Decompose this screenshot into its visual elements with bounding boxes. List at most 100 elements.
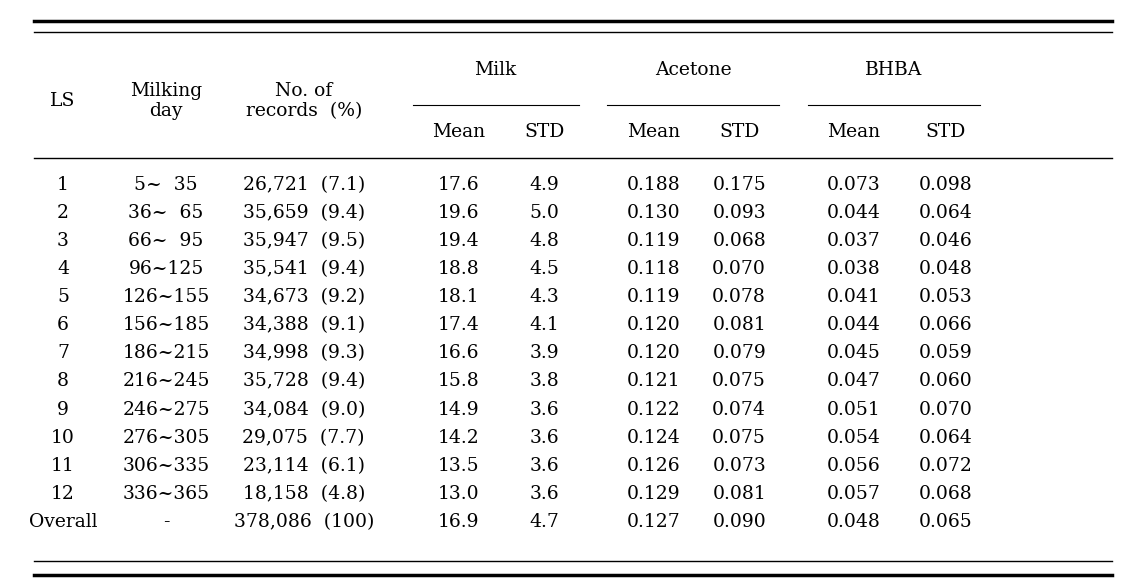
Text: 126~155: 126~155 (123, 288, 210, 306)
Text: 14.2: 14.2 (438, 429, 479, 447)
Text: 9: 9 (57, 401, 69, 418)
Text: 0.098: 0.098 (919, 176, 972, 193)
Text: BHBA: BHBA (865, 62, 923, 79)
Text: 26,721  (7.1): 26,721 (7.1) (243, 176, 364, 193)
Text: 0.119: 0.119 (627, 232, 680, 250)
Text: 17.4: 17.4 (438, 316, 479, 334)
Text: 0.038: 0.038 (827, 260, 880, 278)
Text: 6: 6 (57, 316, 69, 334)
Text: 0.075: 0.075 (712, 429, 767, 447)
Text: 19.4: 19.4 (438, 232, 479, 250)
Text: 13.0: 13.0 (438, 485, 479, 503)
Text: 18.8: 18.8 (438, 260, 479, 278)
Text: STD: STD (524, 123, 565, 141)
Text: 0.126: 0.126 (627, 457, 680, 475)
Text: 0.057: 0.057 (826, 485, 881, 503)
Text: 17.6: 17.6 (438, 176, 479, 193)
Text: 276~305: 276~305 (123, 429, 210, 447)
Text: 35,728  (9.4): 35,728 (9.4) (243, 373, 364, 390)
Text: 34,998  (9.3): 34,998 (9.3) (243, 345, 364, 362)
Text: 0.073: 0.073 (827, 176, 880, 193)
Text: 0.047: 0.047 (826, 373, 881, 390)
Text: 0.046: 0.046 (919, 232, 972, 250)
Text: LS: LS (50, 92, 76, 110)
Text: 0.074: 0.074 (712, 401, 767, 418)
Text: 18.1: 18.1 (438, 288, 479, 306)
Text: 3.6: 3.6 (529, 457, 559, 475)
Text: 0.081: 0.081 (713, 485, 766, 503)
Text: 156~185: 156~185 (123, 316, 210, 334)
Text: 96~125: 96~125 (128, 260, 204, 278)
Text: 35,541  (9.4): 35,541 (9.4) (243, 260, 364, 278)
Text: 3.8: 3.8 (529, 373, 559, 390)
Text: 11: 11 (52, 457, 74, 475)
Text: STD: STD (719, 123, 760, 141)
Text: 4.9: 4.9 (529, 176, 559, 193)
Text: 0.066: 0.066 (919, 316, 972, 334)
Text: 4.5: 4.5 (529, 260, 559, 278)
Text: 0.175: 0.175 (713, 176, 766, 193)
Text: 29,075  (7.7): 29,075 (7.7) (243, 429, 364, 447)
Text: 0.070: 0.070 (712, 260, 767, 278)
Text: 0.051: 0.051 (827, 401, 880, 418)
Text: Acetone: Acetone (656, 62, 731, 79)
Text: 0.054: 0.054 (826, 429, 881, 447)
Text: 0.120: 0.120 (627, 316, 680, 334)
Text: 0.093: 0.093 (713, 204, 766, 222)
Text: 0.079: 0.079 (713, 345, 766, 362)
Text: 10: 10 (52, 429, 74, 447)
Text: 3: 3 (57, 232, 69, 250)
Text: 0.045: 0.045 (826, 345, 881, 362)
Text: 34,388  (9.1): 34,388 (9.1) (243, 316, 364, 334)
Text: Milking
day: Milking day (131, 81, 202, 121)
Text: 16.6: 16.6 (438, 345, 479, 362)
Text: 0.073: 0.073 (713, 457, 766, 475)
Text: 19.6: 19.6 (438, 204, 479, 222)
Text: 34,673  (9.2): 34,673 (9.2) (243, 288, 364, 306)
Text: 378,086  (100): 378,086 (100) (234, 513, 374, 531)
Text: 0.127: 0.127 (627, 513, 680, 531)
Text: 0.044: 0.044 (826, 316, 881, 334)
Text: 13.5: 13.5 (438, 457, 479, 475)
Text: 0.188: 0.188 (627, 176, 680, 193)
Text: 0.130: 0.130 (627, 204, 680, 222)
Text: 0.064: 0.064 (919, 429, 972, 447)
Text: Milk: Milk (474, 62, 517, 79)
Text: 3.6: 3.6 (529, 485, 559, 503)
Text: 0.122: 0.122 (627, 401, 680, 418)
Text: 4.1: 4.1 (529, 316, 559, 334)
Text: 0.090: 0.090 (713, 513, 766, 531)
Text: 34,084  (9.0): 34,084 (9.0) (243, 401, 364, 418)
Text: 306~335: 306~335 (123, 457, 210, 475)
Text: 4: 4 (57, 260, 69, 278)
Text: 0.070: 0.070 (918, 401, 973, 418)
Text: Overall: Overall (29, 513, 97, 531)
Text: 66~  95: 66~ 95 (128, 232, 204, 250)
Text: 216~245: 216~245 (123, 373, 210, 390)
Text: 0.121: 0.121 (627, 373, 680, 390)
Text: 4.8: 4.8 (529, 232, 559, 250)
Text: 0.118: 0.118 (627, 260, 680, 278)
Text: 0.044: 0.044 (826, 204, 881, 222)
Text: 4.7: 4.7 (529, 513, 559, 531)
Text: 0.081: 0.081 (713, 316, 766, 334)
Text: -: - (163, 513, 170, 531)
Text: 0.041: 0.041 (827, 288, 880, 306)
Text: 3.9: 3.9 (529, 345, 559, 362)
Text: Mean: Mean (827, 123, 880, 141)
Text: 0.056: 0.056 (827, 457, 880, 475)
Text: 0.119: 0.119 (627, 288, 680, 306)
Text: Mean: Mean (432, 123, 485, 141)
Text: 0.068: 0.068 (713, 232, 766, 250)
Text: 0.120: 0.120 (627, 345, 680, 362)
Text: 0.065: 0.065 (919, 513, 972, 531)
Text: 36~  65: 36~ 65 (128, 204, 204, 222)
Text: 5: 5 (57, 288, 69, 306)
Text: 1: 1 (57, 176, 69, 193)
Text: 12: 12 (52, 485, 74, 503)
Text: 3.6: 3.6 (529, 401, 559, 418)
Text: 8: 8 (57, 373, 69, 390)
Text: 5~  35: 5~ 35 (134, 176, 198, 193)
Text: STD: STD (925, 123, 966, 141)
Text: 0.129: 0.129 (627, 485, 680, 503)
